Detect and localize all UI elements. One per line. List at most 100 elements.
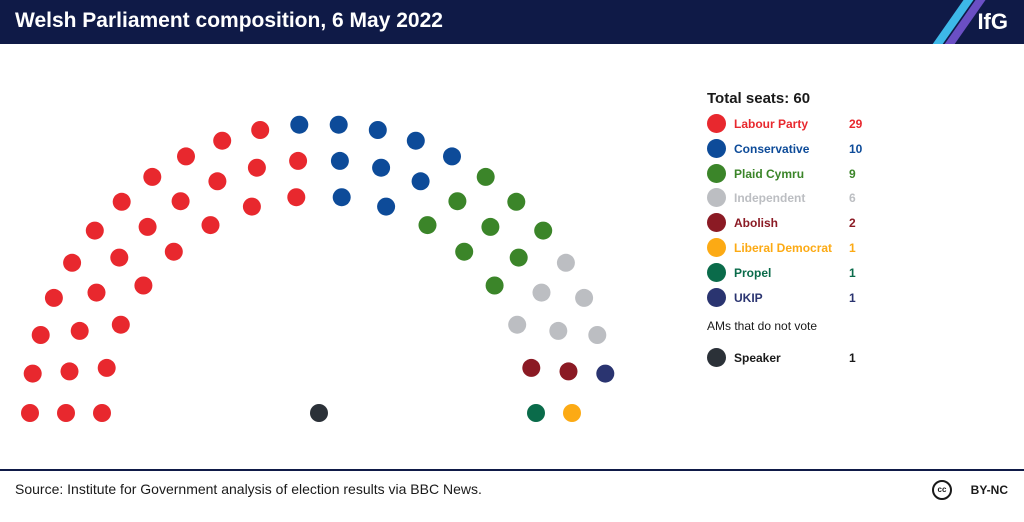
seat-labour-party <box>251 121 270 139</box>
legend-value: 9 <box>849 166 856 181</box>
legend: Total seats: 60 Labour Party 29 Conservati… <box>707 90 887 368</box>
legend-swatch <box>707 287 726 307</box>
seat-labour-party <box>57 404 75 422</box>
seat-conservative <box>406 131 425 150</box>
legend-item-abolish: Abolish 2 <box>707 213 887 233</box>
seat-conservative <box>329 115 348 134</box>
legend-value: 1 <box>849 241 856 255</box>
total-seats-label: Total seats: 60 <box>707 90 811 107</box>
seat-conservative <box>290 115 309 134</box>
seat-labour-party <box>31 326 50 344</box>
chart-title: Welsh Parliament composition, 6 May 2022 <box>15 9 443 32</box>
legend-value: 1 <box>849 351 856 366</box>
legend-swatch <box>707 348 726 368</box>
source-note: Source: Institute for Government analysi… <box>15 481 482 497</box>
legend-swatch <box>707 262 726 282</box>
seat-labour-party <box>134 276 153 295</box>
seat-labour-party <box>208 172 227 191</box>
non-voting-title: AMs that do not vote <box>707 319 818 334</box>
legend-label: Propel <box>734 265 772 280</box>
seat-labour-party <box>111 315 130 334</box>
seat-plaid-cymru <box>509 248 528 267</box>
seat-conservative <box>372 158 391 177</box>
seat-independent <box>588 326 607 344</box>
seat-plaid-cymru <box>455 242 474 261</box>
seat-speaker <box>310 404 328 422</box>
header-bar: Welsh Parliament composition, 6 May 2022… <box>0 0 1024 44</box>
legend-item-ukip: UKIP 1 <box>707 287 887 308</box>
legend-item-conservative: Conservative 10 <box>707 138 887 159</box>
seat-conservative <box>332 188 351 207</box>
seat-labour-party <box>289 151 308 170</box>
legend-label: Abolish <box>734 216 778 231</box>
legend-label: Independent <box>734 191 806 206</box>
license-badge: cc BY-NC <box>918 480 1008 500</box>
legend-item-plaid-cymru: Plaid Cymru 9 <box>707 163 887 184</box>
legend-value: 10 <box>849 141 863 156</box>
seat-labour-party <box>242 197 261 216</box>
seat-plaid-cymru <box>481 217 500 236</box>
seat-labour-party <box>63 253 82 272</box>
legend-swatch <box>707 188 726 208</box>
seat-labour-party <box>143 167 162 186</box>
legend-item-independent: Independent 6 <box>707 188 887 208</box>
seat-labour-party <box>87 283 106 302</box>
footer-divider <box>0 469 1024 471</box>
seat-labour-party <box>177 147 195 166</box>
seat-abolish <box>522 358 541 377</box>
seat-conservative <box>411 172 430 191</box>
seat-labour-party <box>164 242 183 261</box>
seat-labour-party <box>44 288 63 307</box>
seat-labour-party <box>85 221 104 240</box>
legend-swatch <box>707 238 726 257</box>
legend-value: 6 <box>849 191 856 206</box>
license-label: BY-NC <box>970 483 1008 497</box>
parliament-chart <box>21 115 615 422</box>
seat-independent <box>508 315 527 334</box>
legend-item-speaker: Speaker 1 <box>707 348 887 368</box>
seat-labour-party <box>287 188 306 207</box>
legend-item-liberal-democrat: Liberal Democrat 1 <box>707 238 887 258</box>
creative-commons-icon: cc <box>932 480 952 500</box>
seat-liberal-democrat <box>563 404 581 422</box>
seat-conservative <box>368 121 387 139</box>
legend-label: UKIP <box>734 290 763 305</box>
seat-conservative <box>377 197 396 216</box>
seat-propel <box>527 404 545 422</box>
seat-plaid-cymru <box>418 216 437 235</box>
legend-swatch <box>707 114 726 133</box>
legend-label: Labour Party <box>734 117 809 131</box>
legend-item-labour-party: Labour Party 29 <box>707 114 887 134</box>
seat-labour-party <box>23 364 42 383</box>
seat-labour-party <box>70 321 89 340</box>
seat-labour-party <box>171 192 190 211</box>
legend-value: 1 <box>849 290 856 305</box>
legend-swatch <box>707 163 726 183</box>
legend-value: 1 <box>849 265 856 280</box>
legend-label: Liberal Democrat <box>734 241 833 255</box>
seat-labour-party <box>97 358 116 377</box>
legend-swatch <box>707 213 726 233</box>
ifg-logo: IfG <box>977 9 1008 34</box>
seat-conservative <box>330 151 349 170</box>
seat-labour-party <box>60 362 79 381</box>
seat-labour-party <box>21 404 39 422</box>
seat-independent <box>556 253 575 272</box>
seat-labour-party <box>201 216 220 235</box>
seat-independent <box>575 288 594 307</box>
legend-label: Speaker <box>734 351 781 366</box>
seat-labour-party <box>93 404 111 422</box>
seat-labour-party <box>138 217 157 236</box>
legend-label: Plaid Cymru <box>734 166 805 181</box>
legend-value: 2 <box>849 216 856 231</box>
seat-plaid-cymru <box>476 167 495 186</box>
legend-value: 29 <box>849 117 863 131</box>
seat-conservative <box>443 147 461 166</box>
seat-plaid-cymru <box>485 276 504 295</box>
seat-plaid-cymru <box>507 192 526 211</box>
legend-swatch <box>707 138 726 158</box>
seat-abolish <box>559 362 578 381</box>
legend-item-propel: Propel 1 <box>707 262 887 283</box>
seat-labour-party <box>247 158 266 177</box>
seat-plaid-cymru <box>448 192 467 211</box>
